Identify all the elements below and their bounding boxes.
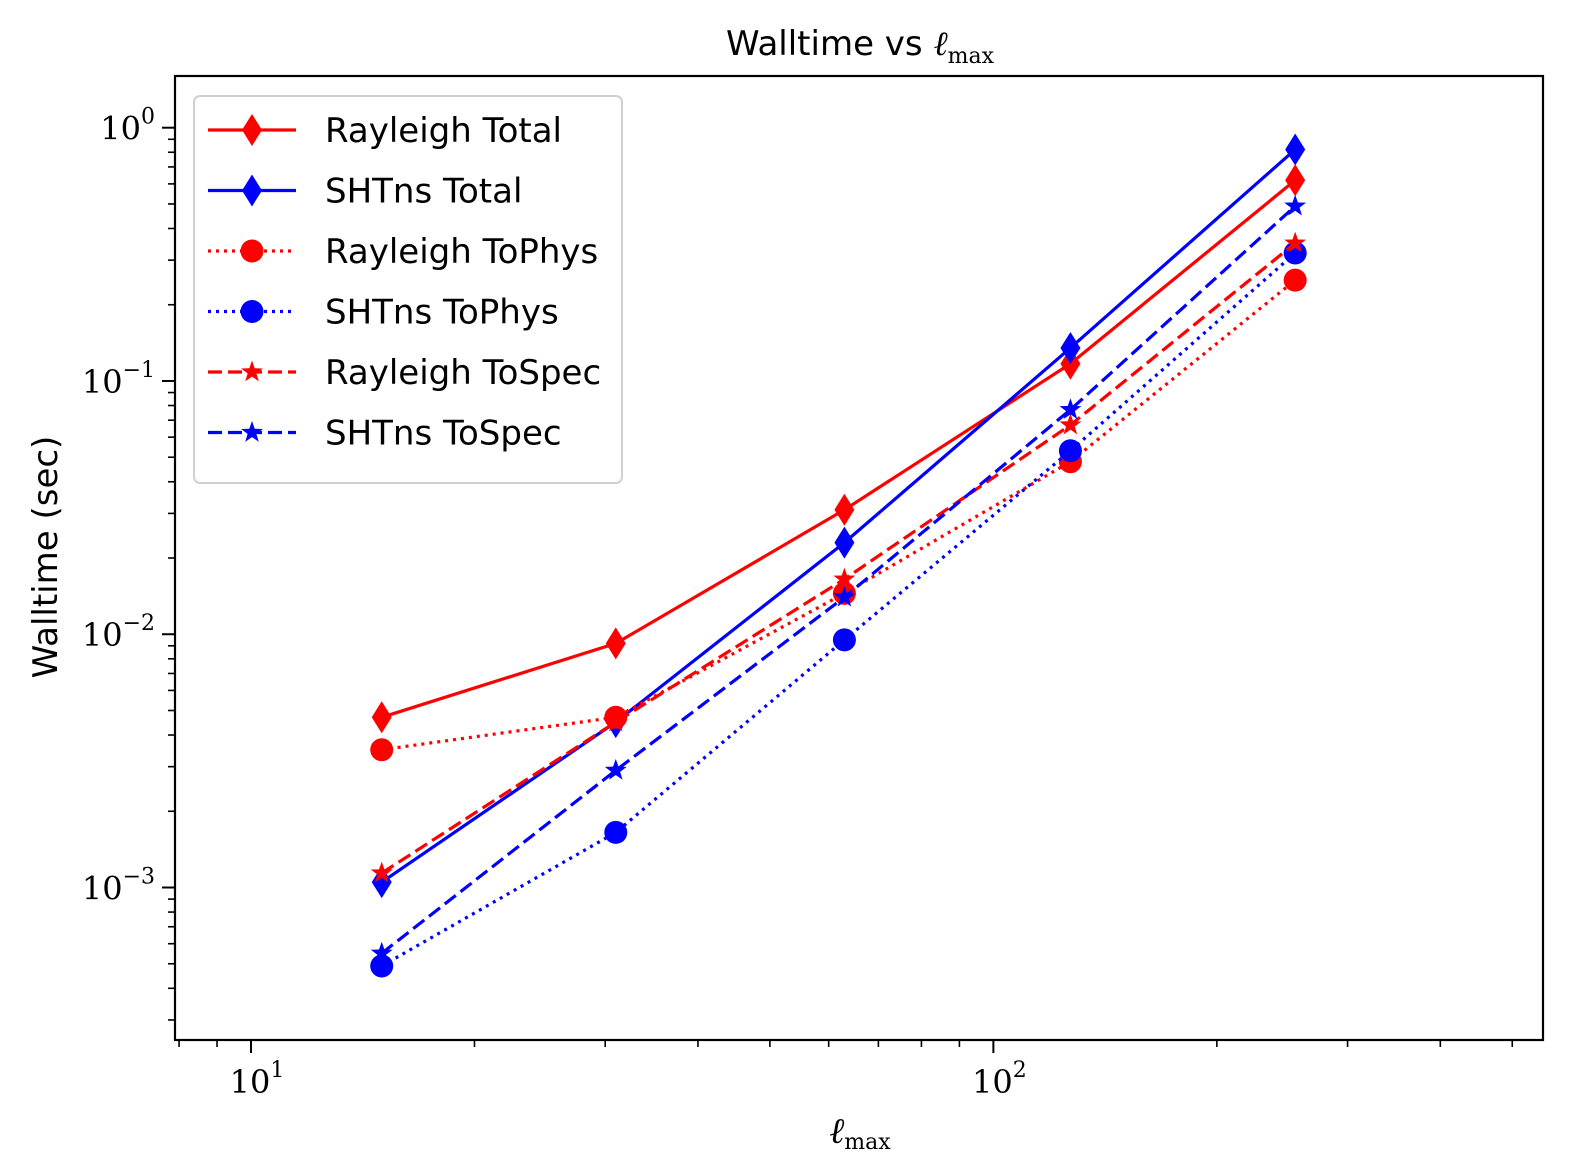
legend-marker — [240, 300, 264, 323]
series-rayleigh-total — [371, 164, 1306, 734]
data-point — [834, 526, 855, 559]
data-point — [371, 866, 392, 899]
legend-marker — [240, 239, 264, 263]
data-point — [1058, 439, 1082, 463]
series-layer — [370, 133, 1307, 978]
data-point — [833, 567, 856, 589]
data-point — [370, 861, 393, 883]
data-point — [370, 738, 394, 762]
data-point — [370, 954, 394, 978]
chart-title: Walltime vs ℓmax — [726, 24, 995, 69]
legend-item: SHTns Total — [208, 172, 522, 212]
y-tick-label: 10−1 — [82, 358, 155, 401]
legend-marker — [242, 174, 262, 207]
legend-label: SHTns Total — [325, 172, 522, 212]
y-tick-label: 10−2 — [82, 611, 155, 654]
chart-title-subscript: max — [948, 44, 995, 69]
data-point — [1285, 164, 1306, 197]
data-point — [832, 628, 856, 652]
legend-item: Rayleigh ToSpec — [208, 353, 601, 393]
x-tick-label: 102 — [972, 1058, 1027, 1101]
data-point — [1284, 231, 1307, 253]
y-tick-label: 10−3 — [82, 865, 155, 908]
data-point — [1059, 413, 1082, 435]
data-point — [1285, 133, 1306, 166]
legend-item: SHTns ToPhys — [208, 293, 559, 333]
data-point — [604, 758, 627, 780]
y-axis-label: Walltime (sec) — [26, 436, 66, 679]
legend-item: SHTns ToSpec — [208, 414, 562, 454]
data-point — [604, 710, 627, 732]
legend-label: Rayleigh Total — [325, 111, 562, 151]
data-point — [604, 820, 628, 844]
legend-marker — [242, 114, 262, 146]
axis-ticks: 100 10−1 10−2 10−3 101 102 — [82, 105, 1514, 1101]
data-point — [371, 701, 392, 734]
chart-title-text: Walltime vs — [726, 24, 933, 64]
legend-marker — [241, 360, 263, 382]
legend-marker — [241, 421, 263, 442]
data-point — [1284, 194, 1307, 216]
data-point — [1283, 268, 1307, 292]
y-tick-label: 100 — [100, 105, 155, 148]
x-axis-label-subscript: max — [844, 1130, 891, 1155]
legend-label: Rayleigh ToPhys — [325, 232, 598, 272]
data-point — [833, 585, 856, 607]
legend-label: SHTns ToSpec — [325, 414, 562, 454]
legend-label: SHTns ToPhys — [325, 293, 559, 333]
x-tick-label: 101 — [230, 1058, 285, 1101]
data-point — [370, 941, 393, 963]
series-rayleigh-tospec — [370, 231, 1307, 883]
x-axis-label: ℓmax — [829, 1111, 891, 1155]
legend: Rayleigh Total SHTns Total Rayleigh ToPhys… — [193, 95, 623, 484]
chart-title-symbol: ℓ — [933, 24, 947, 64]
legend-label: Rayleigh ToSpec — [325, 353, 601, 393]
data-point — [1060, 331, 1081, 364]
legend-box — [193, 95, 623, 484]
plot-frame — [173, 74, 1545, 1042]
data-point — [834, 493, 855, 526]
data-point — [1059, 398, 1082, 420]
legend-item: Rayleigh ToPhys — [208, 232, 598, 272]
legend-item: Rayleigh Total — [208, 111, 562, 151]
series-shtns-tospec — [370, 194, 1307, 963]
x-axis-label-symbol: ℓ — [829, 1111, 844, 1152]
data-point — [605, 627, 626, 660]
